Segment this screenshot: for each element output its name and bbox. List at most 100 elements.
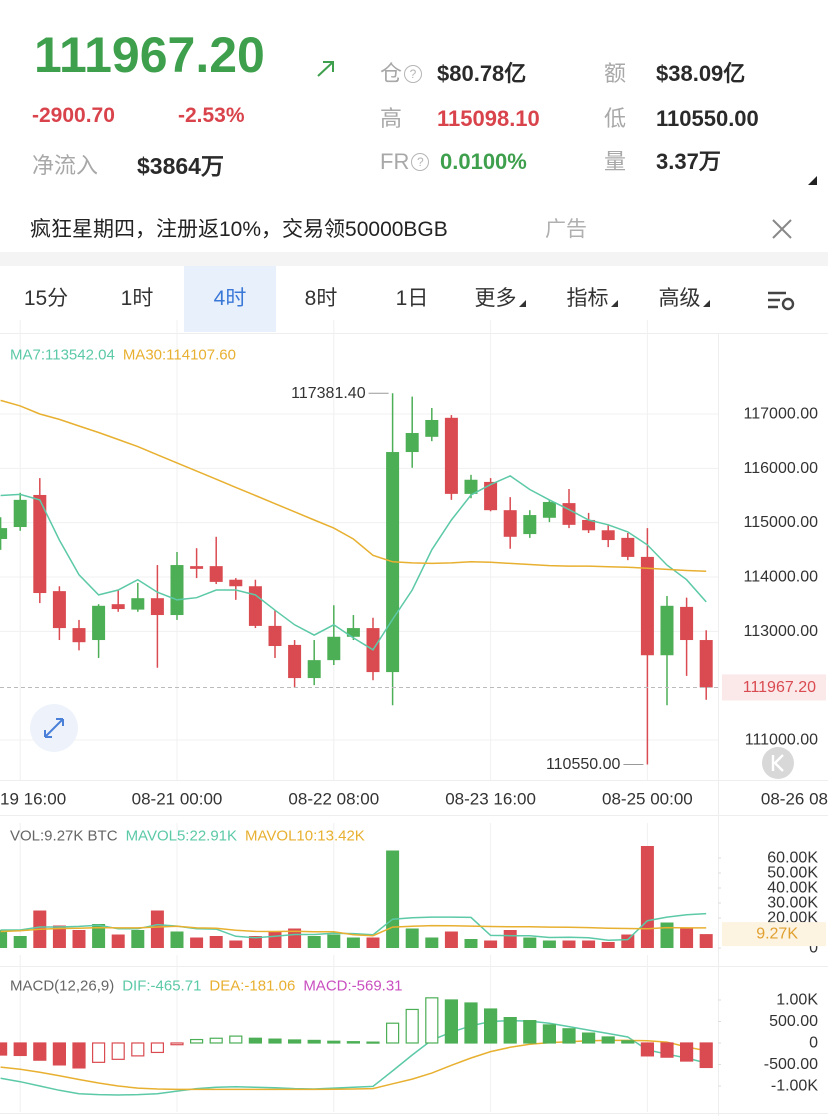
ad-text[interactable]: 疯狂星期四，注册返10%，交易领50000BGB bbox=[30, 218, 448, 241]
candle-body bbox=[72, 628, 86, 643]
last-price-label: 111967.20 bbox=[743, 679, 816, 696]
macd-bar bbox=[13, 1042, 27, 1057]
macd-bar bbox=[111, 1042, 125, 1060]
x-tick-label: 19 16:00 bbox=[0, 790, 66, 809]
candle-body bbox=[150, 598, 164, 616]
tab[interactable]: 15分 bbox=[23, 287, 69, 310]
macd-bar bbox=[640, 1042, 655, 1057]
macd-bar bbox=[621, 1040, 635, 1044]
stat-label: FR? bbox=[380, 151, 430, 173]
x-tick-label: 08-22 08:00 bbox=[288, 790, 379, 809]
volume-bar bbox=[92, 924, 106, 948]
tab[interactable]: 高级 bbox=[638, 266, 730, 332]
volume-bar bbox=[660, 922, 674, 948]
macd-bar bbox=[288, 1039, 302, 1044]
help-icon[interactable]: ? bbox=[404, 65, 423, 83]
y-tick-label: 500.00 bbox=[769, 1013, 818, 1030]
annotation-label: 110550.00 bbox=[546, 756, 621, 773]
last-price-box bbox=[722, 674, 826, 701]
volume-bar bbox=[307, 936, 321, 948]
stat-value: 3.37万 bbox=[656, 149, 721, 174]
volume-bar bbox=[209, 936, 223, 948]
macd-bar bbox=[307, 1039, 321, 1044]
macd-bar bbox=[209, 1037, 223, 1044]
legend-title: MACD(12,26,9) bbox=[10, 978, 114, 995]
tab[interactable]: 8时 bbox=[304, 287, 338, 310]
change: -2900.70 bbox=[32, 104, 115, 127]
macd-bar bbox=[660, 1042, 674, 1058]
candle-body bbox=[288, 644, 302, 679]
annotation-label: 117381.40 bbox=[291, 385, 366, 402]
legend-entry: MAVOL5:22.91K bbox=[126, 828, 237, 845]
tab[interactable]: 1日 bbox=[395, 287, 429, 310]
macd-bar bbox=[444, 999, 458, 1044]
settings-icon[interactable] bbox=[766, 289, 798, 313]
divider bbox=[0, 252, 828, 266]
volume-bar bbox=[327, 934, 341, 948]
macd-bar bbox=[699, 1042, 713, 1069]
y-tick-label: 0 bbox=[809, 1034, 818, 1051]
stat-label: 高 bbox=[380, 106, 403, 131]
candle-body bbox=[327, 636, 341, 661]
y-tick-label: 113000.00 bbox=[744, 623, 819, 640]
volume-bar bbox=[13, 936, 27, 948]
expand-triangle[interactable] bbox=[808, 176, 817, 185]
candle-body bbox=[111, 604, 125, 610]
volume-bar bbox=[464, 939, 478, 948]
volume-bar bbox=[268, 931, 282, 948]
tab-active[interactable]: 4时 bbox=[184, 266, 276, 332]
tab[interactable]: 1时 bbox=[120, 287, 154, 310]
volume-bar bbox=[248, 936, 262, 948]
price: 111967.20 bbox=[34, 27, 265, 83]
macd-bar bbox=[581, 1032, 596, 1044]
separator bbox=[0, 333, 828, 334]
volume-bar bbox=[484, 940, 498, 948]
macd-bar bbox=[425, 997, 439, 1044]
tab[interactable]: 指标 bbox=[546, 266, 638, 332]
macd-bar bbox=[150, 1042, 164, 1054]
volume-bar bbox=[503, 930, 517, 948]
legend-entry: VOL:9.27K BTC bbox=[10, 828, 118, 845]
candle-body bbox=[464, 479, 478, 494]
candle-body bbox=[621, 537, 635, 557]
macd-bar bbox=[52, 1042, 67, 1066]
volume-bar bbox=[386, 850, 400, 948]
candle-body bbox=[33, 494, 47, 594]
macd-bar bbox=[268, 1038, 282, 1044]
legend-entry: MA30:114107.60 bbox=[123, 347, 236, 364]
close-icon[interactable] bbox=[771, 218, 793, 240]
line-series bbox=[0, 399, 707, 572]
legend-entry: MA7:113542.04 bbox=[10, 347, 115, 364]
current-volume-box bbox=[722, 922, 826, 947]
fullscreen-icon bbox=[44, 718, 64, 738]
help-icon[interactable]: ? bbox=[411, 153, 430, 171]
plot: 111000.00 113000.00 114000.00 115000.00 1160… bbox=[0, 320, 828, 1112]
candle-body bbox=[131, 598, 145, 610]
change-pct: -2.53% bbox=[178, 104, 245, 127]
stat-label-text: 仓 bbox=[380, 61, 403, 86]
tab-text: 高级 bbox=[658, 287, 701, 310]
volume-bar bbox=[170, 931, 184, 948]
tab-text: 指标 bbox=[566, 287, 609, 310]
scroll-end-icon bbox=[771, 754, 784, 772]
tab-text: 更多 bbox=[474, 287, 517, 310]
volume-bar bbox=[444, 931, 458, 948]
y-tick-label: 50.00K bbox=[767, 865, 818, 882]
candle-body bbox=[523, 515, 537, 535]
macd-bar bbox=[542, 1024, 557, 1044]
stat-value: 0.0100% bbox=[440, 149, 527, 174]
y-tick-label: 111000.00 bbox=[745, 732, 818, 749]
macd-bar bbox=[229, 1035, 243, 1044]
dropdown bbox=[518, 300, 526, 307]
volume-bar bbox=[150, 910, 164, 948]
volume-bar bbox=[621, 934, 635, 948]
volume-bar bbox=[131, 930, 145, 948]
stat-label: 额 bbox=[604, 61, 627, 86]
scroll-end-button[interactable] bbox=[762, 747, 794, 779]
macd-bar bbox=[327, 1040, 341, 1044]
tab[interactable]: 更多 bbox=[454, 266, 546, 332]
candle-body bbox=[346, 628, 360, 637]
macd-bar bbox=[366, 1041, 380, 1044]
volume-bar bbox=[405, 928, 419, 948]
